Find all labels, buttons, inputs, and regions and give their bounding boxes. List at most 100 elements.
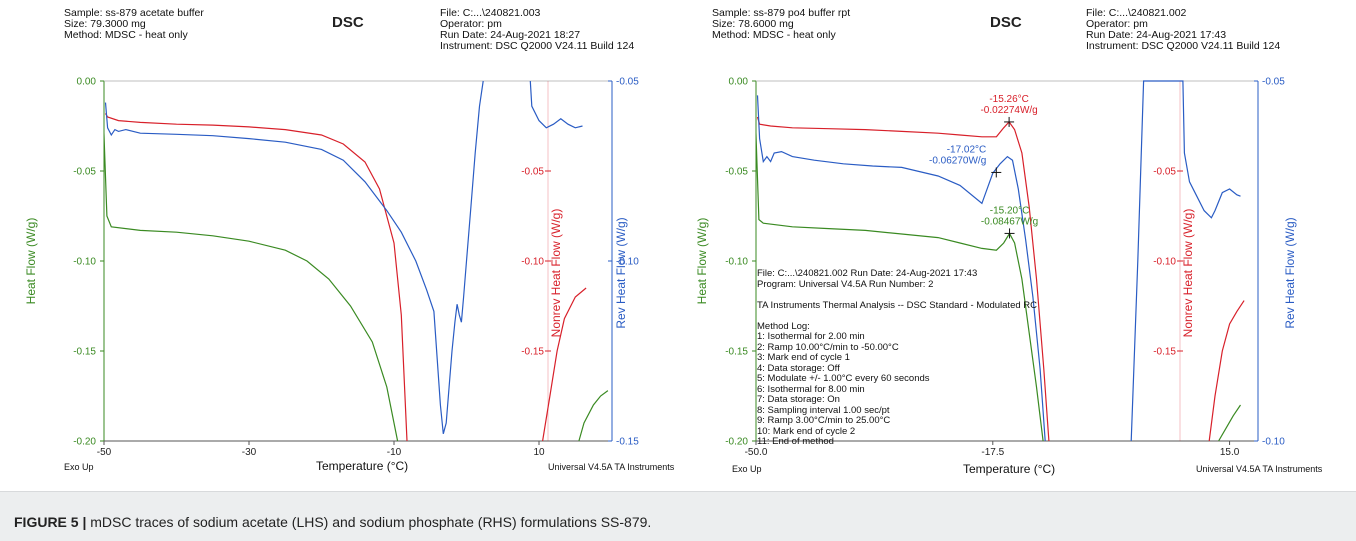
method-log-line (757, 311, 1037, 322)
nonrev-tick-label: -0.05 (521, 167, 544, 178)
method-log-line: File: C:...\240821.002 Run Date: 24-Aug-… (757, 268, 978, 279)
right-exo-up: Exo Up (732, 464, 762, 474)
method-log-line: 11: End of method (757, 436, 834, 447)
y-tick-label: -0.10 (73, 257, 96, 268)
rev-y-axis-title: Rev Heat Flow (W/g) (614, 217, 628, 328)
y-tick-label: -0.05 (725, 167, 748, 178)
method-log-line: 8: Sampling interval 1.00 sec/pt (757, 404, 890, 416)
y-tick-label: -0.05 (73, 167, 96, 178)
left-y-axis-title: Heat Flow (W/g) (695, 218, 709, 305)
method-log-line: TA Instruments Thermal Analysis -- DSC S… (757, 299, 1038, 311)
method-log-line (757, 290, 1037, 301)
left-sample: Sample: ss-879 acetate buffer (64, 7, 204, 19)
method-log-line: 1: Isothermal for 2.00 min (757, 331, 865, 342)
nonrev-heat-flow-line-segment-2 (1208, 300, 1245, 442)
left-operator: Operator: pm (440, 18, 502, 30)
nonrev-y-axis-title: Nonrev Heat Flow (W/g) (1181, 209, 1195, 338)
left-dsc-panel: Sample: ss-879 acetate buffer Size: 79.3… (0, 0, 678, 485)
right-file: File: C:...\240821.002 (1086, 7, 1187, 19)
y-tick-label: 0.00 (729, 77, 749, 88)
left-y-axis-title: Heat Flow (W/g) (24, 218, 38, 305)
nonrev-heat-flow-line (756, 116, 1050, 442)
y-tick-label: -0.15 (725, 347, 748, 358)
nonrev-y-axis-title: Nonrev Heat Flow (W/g) (549, 209, 563, 338)
right-size: Size: 78.6000 mg (712, 18, 794, 30)
caption-text: mDSC traces of sodium acetate (LHS) and … (86, 514, 652, 530)
rev-tick-label: -0.05 (1262, 77, 1285, 88)
rev-heat-flow-line-segment-2 (1130, 80, 1241, 442)
rev-tick-label: -0.15 (616, 437, 639, 448)
right-chart-title: DSC (990, 14, 1022, 31)
left-method: Method: MDSC - heat only (64, 29, 188, 41)
heat-flow-line-segment-2 (578, 390, 609, 442)
rev-heat-flow-line (104, 80, 484, 434)
left-chart-title: DSC (332, 14, 364, 31)
right-software: Universal V4.5A TA Instruments (1196, 464, 1323, 474)
right-chart: 0.00 -0.05 -0.10 -0.15 -0.20 -0.05 -0.10 -0.15 -… (695, 77, 1297, 459)
right-instrument: Instrument: DSC Q2000 V24.11 Build 124 (1086, 40, 1281, 52)
x-tick-label: -50.0 (745, 447, 768, 458)
method-log-line: 9: Ramp 3.00°C/min to 25.00°C (757, 415, 891, 426)
annotation-label: -17.02°C (947, 144, 987, 155)
x-tick-label: 15.0 (1220, 447, 1240, 458)
rev-y-axis-title: Rev Heat Flow (W/g) (1283, 217, 1297, 328)
method-log-block: File: C:...\240821.002 Run Date: 24-Aug-… (757, 268, 1038, 448)
x-tick-label: -17.5 (981, 447, 1004, 458)
right-x-axis-label: Temperature (°C) (963, 462, 1056, 476)
method-log-line: Program: Universal V4.5A Run Number: 2 (757, 278, 934, 290)
rev-tick-label: -0.10 (616, 257, 639, 268)
method-log-line: 3: Mark end of cycle 1 (757, 352, 850, 363)
left-x-axis-label: Temperature (°C) (316, 459, 409, 473)
method-log-line: Method Log: (757, 320, 810, 332)
annotation-label: -15.26°C (989, 94, 1029, 105)
figure-caption: FIGURE 5 | mDSC traces of sodium acetate… (14, 514, 651, 530)
method-log-line: 4: Data storage: Off (757, 362, 840, 374)
nonrev-tick-label: -0.10 (1153, 257, 1176, 268)
method-log-line: 5: Modulate +/- 1.00°C every 60 seconds (757, 373, 930, 384)
left-run-date: Run Date: 24-Aug-2021 18:27 (440, 29, 581, 41)
heat-flow-line-segment-2 (1218, 404, 1241, 442)
left-size: Size: 79.3000 mg (64, 18, 146, 30)
rev-heat-flow-line (756, 95, 1046, 442)
method-log-line: 10: Mark end of cycle 2 (757, 425, 856, 437)
annotation-label: -0.08467W/g (981, 216, 1038, 227)
method-log-line: 6: Isothermal for 8.00 min (757, 383, 865, 395)
heat-flow-line (756, 120, 1044, 442)
x-tick-label: -30 (242, 447, 257, 458)
y-tick-label: -0.15 (73, 347, 96, 358)
method-log-line: 7: Data storage: On (757, 394, 840, 405)
y-tick-label: 0.00 (77, 77, 97, 88)
rev-heat-flow-line-segment-2 (529, 80, 583, 129)
y-tick-label: -0.20 (73, 437, 96, 448)
left-exo-up: Exo Up (64, 462, 94, 472)
left-file: File: C:...\240821.003 (440, 7, 541, 19)
nonrev-tick-label: -0.15 (1153, 347, 1176, 358)
left-chart: 0.00 -0.05 -0.10 -0.15 -0.20 -0.05 -0.10 -0.15 -… (24, 77, 639, 459)
heat-flow-line (104, 120, 399, 442)
y-tick-label: -0.10 (725, 257, 748, 268)
caption-background (0, 491, 1356, 541)
right-dsc-panel: Sample: ss-879 po4 buffer rpt Size: 78.6… (678, 0, 1356, 485)
left-instrument: Instrument: DSC Q2000 V24.11 Build 124 (440, 40, 635, 52)
nonrev-tick-label: -0.10 (521, 257, 544, 268)
nonrev-tick-label: -0.05 (1153, 167, 1176, 178)
right-method: Method: MDSC - heat only (712, 29, 836, 41)
x-tick-label: -50 (97, 447, 112, 458)
annotation-label: -0.06270W/g (929, 155, 986, 166)
annotation-label: -15.20°C (990, 205, 1030, 216)
nonrev-tick-label: -0.15 (521, 347, 544, 358)
x-tick-label: -10 (387, 447, 402, 458)
annotation-label: -0.02274W/g (980, 105, 1037, 116)
right-run-date: Run Date: 24-Aug-2021 17:43 (1086, 29, 1227, 41)
nonrev-heat-flow-line (104, 113, 408, 442)
right-operator: Operator: pm (1086, 18, 1148, 30)
right-sample: Sample: ss-879 po4 buffer rpt (712, 7, 851, 19)
caption-label: FIGURE 5 | (14, 514, 87, 530)
y-tick-label: -0.20 (725, 437, 748, 448)
rev-tick-label: -0.10 (1262, 437, 1285, 448)
left-software: Universal V4.5A TA Instruments (548, 462, 675, 472)
nonrev-heat-flow-line-segment-2 (542, 287, 587, 442)
rev-tick-label: -0.05 (616, 77, 639, 88)
method-log-line: 2: Ramp 10.00°C/min to -50.00°C (757, 341, 899, 353)
x-tick-label: 10 (533, 447, 545, 458)
